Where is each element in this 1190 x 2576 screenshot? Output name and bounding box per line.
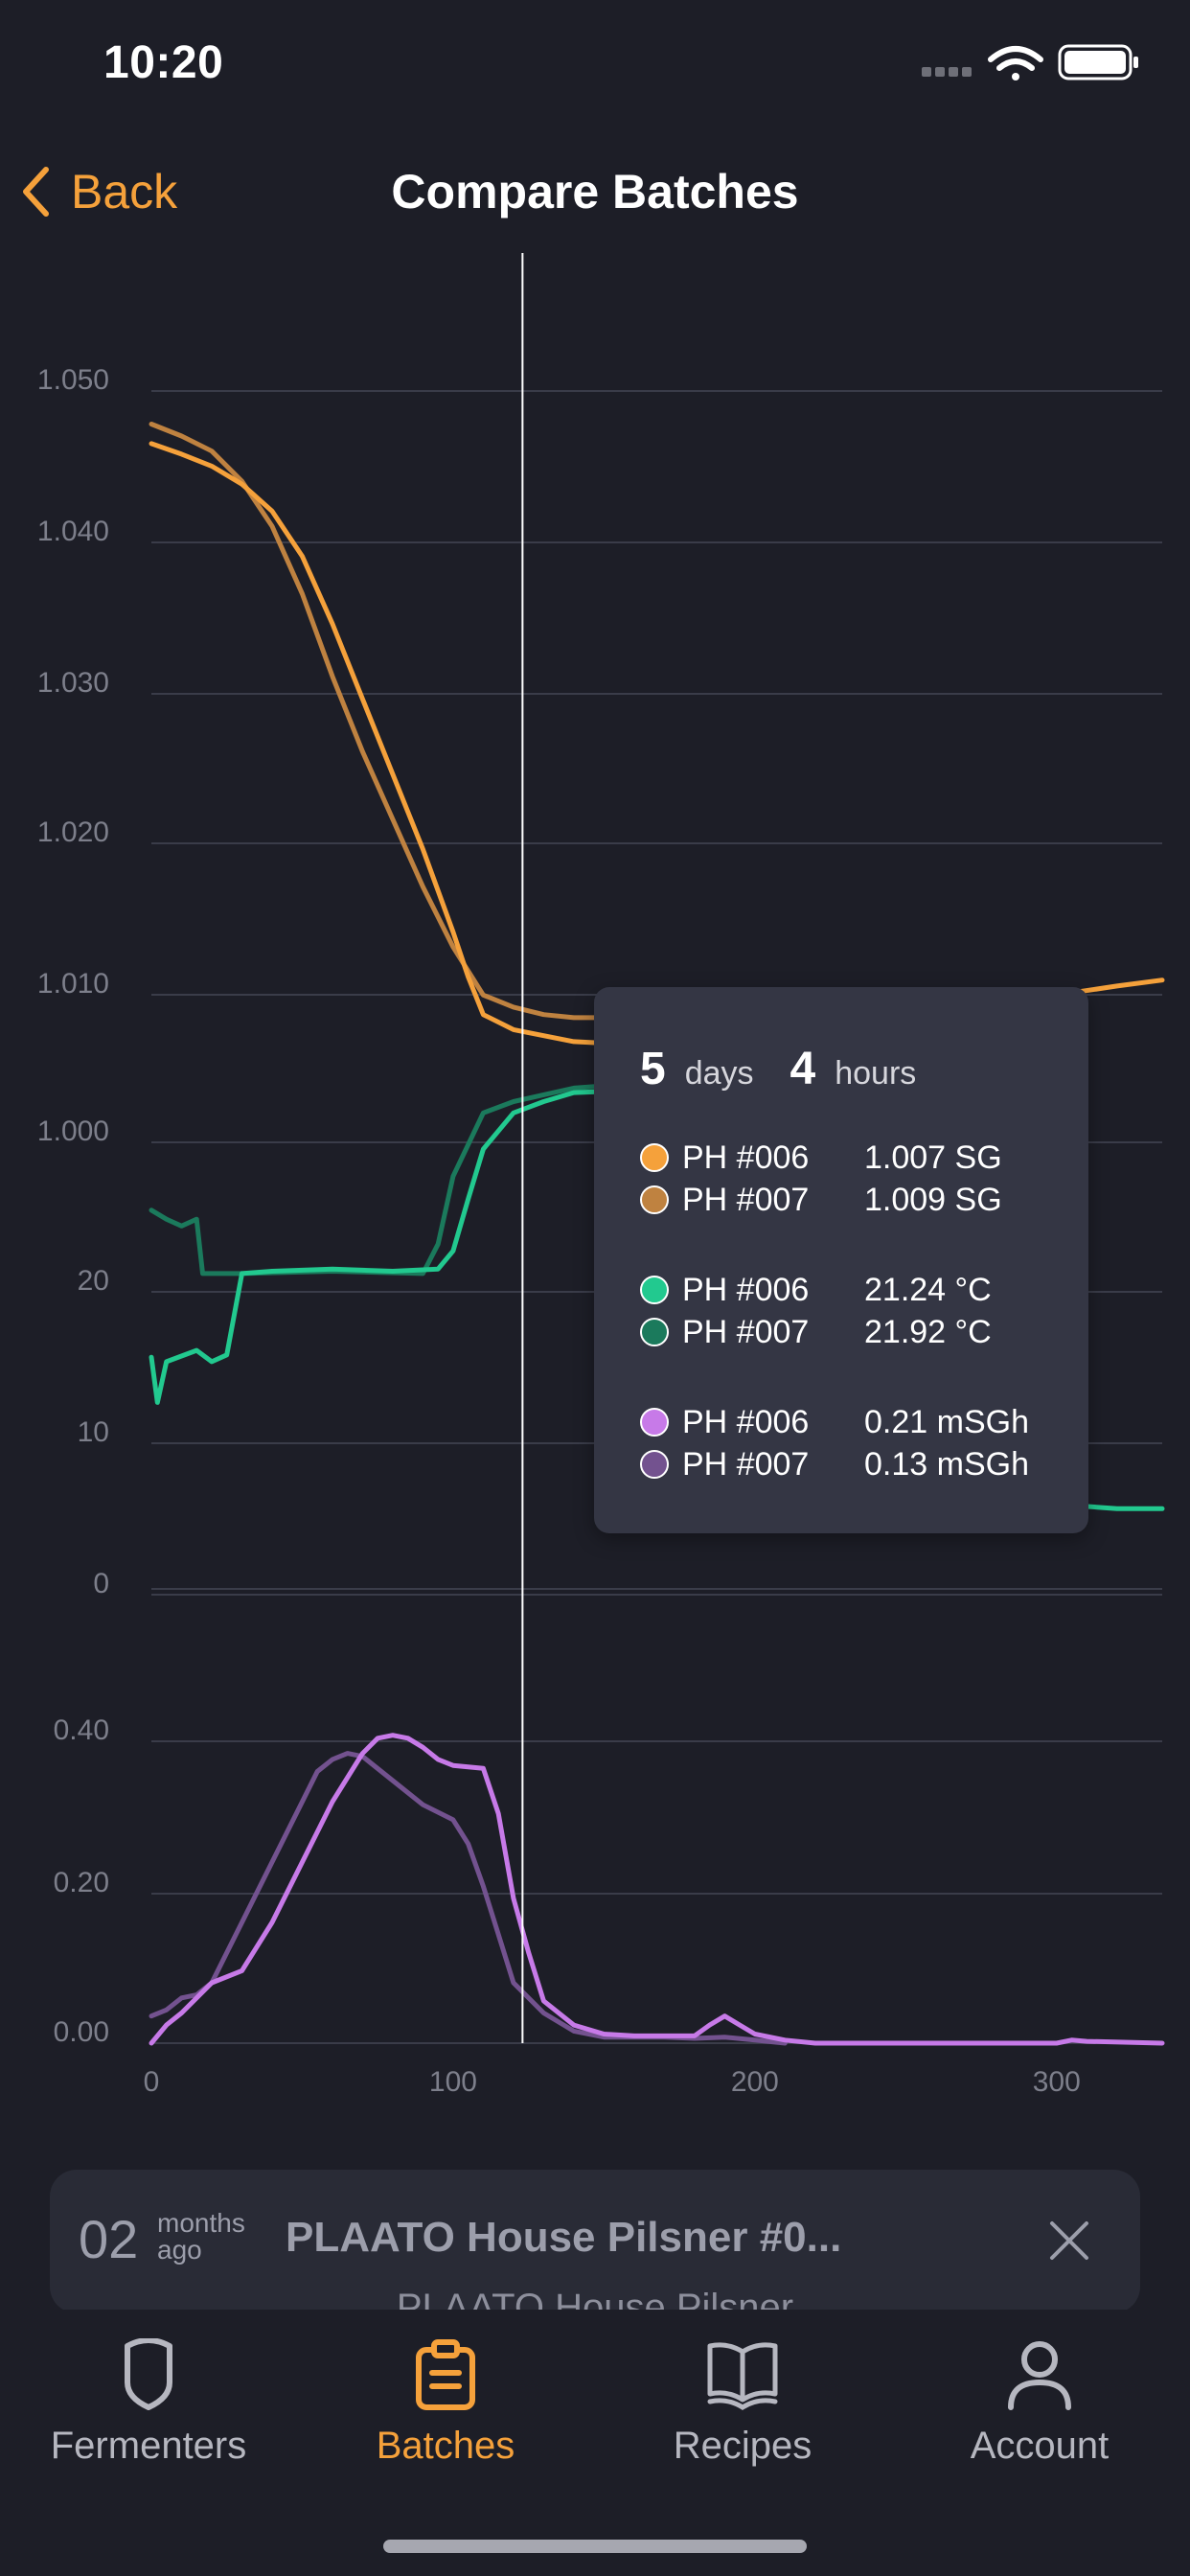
batch-age-unit: months ago bbox=[157, 2210, 245, 2264]
series-color-dot bbox=[640, 1276, 669, 1304]
back-label: Back bbox=[71, 165, 178, 218]
compare-chart[interactable]: 1.050 1.040 1.030 1.020 1.010 1.000 20 10 0 0.40 0… bbox=[0, 249, 1190, 2128]
shield-icon bbox=[125, 2338, 172, 2410]
tooltip-days-label: days bbox=[684, 1055, 754, 1092]
x-tick-label: 0 bbox=[144, 2066, 160, 2098]
batch-age-unit-ago: ago bbox=[157, 2235, 202, 2265]
tab-bar: Fermenters Batches Recipes Account bbox=[0, 2310, 1190, 2576]
tab-fermenters-label: Fermenters bbox=[50, 2425, 247, 2467]
wifi-icon bbox=[988, 46, 1043, 80]
tab-recipes-label: Recipes bbox=[673, 2425, 812, 2467]
status-bar: 10:20 bbox=[0, 0, 1190, 125]
home-indicator bbox=[383, 2540, 807, 2553]
y-tick-label: 0.00 bbox=[54, 2016, 109, 2048]
x-tick-label: 200 bbox=[731, 2066, 779, 2098]
y-tick-label: 0 bbox=[93, 1568, 109, 1599]
y-tick-label: 0.40 bbox=[54, 1714, 109, 1746]
tab-account-label: Account bbox=[970, 2425, 1110, 2467]
series-line bbox=[149, 1751, 788, 2046]
chevron-left-icon bbox=[23, 167, 49, 217]
tooltip-series-value: 1.007 SG bbox=[864, 1138, 1002, 1176]
tab-fermenters[interactable]: Fermenters bbox=[0, 2338, 297, 2492]
battery-icon bbox=[1058, 44, 1138, 80]
batch-subtitle: PLAATO House Pilsner bbox=[396, 2287, 794, 2313]
y-tick-label: 1.000 bbox=[37, 1116, 109, 1147]
tooltip-series-name: PH #006 bbox=[682, 1403, 810, 1440]
y-tick-label: 1.040 bbox=[37, 516, 109, 547]
y-tick-label: 0.20 bbox=[54, 1867, 109, 1898]
clipboard-icon bbox=[416, 2339, 475, 2410]
series-line bbox=[149, 422, 698, 1021]
tooltip-row: PH #007 1.009 SG bbox=[640, 1179, 1002, 1221]
tooltip-row: PH #006 0.21 mSGh bbox=[640, 1401, 1029, 1443]
tooltip-series-value: 21.24 °C bbox=[864, 1271, 992, 1308]
tooltip-series-value: 0.13 mSGh bbox=[864, 1445, 1029, 1483]
tooltip-series-name: PH #007 bbox=[682, 1313, 810, 1350]
status-icons bbox=[922, 44, 1138, 80]
tab-batches-label: Batches bbox=[376, 2425, 515, 2467]
series-color-dot bbox=[640, 1450, 669, 1479]
batch-title: PLAATO House Pilsner #0... bbox=[286, 2214, 842, 2261]
status-time: 10:20 bbox=[103, 37, 224, 88]
y-tick-label: 20 bbox=[78, 1265, 109, 1297]
tooltip-series-name: PH #007 bbox=[682, 1445, 810, 1483]
series-color-dot bbox=[640, 1143, 669, 1172]
tooltip-header: 5 days 4 hours bbox=[640, 1043, 952, 1095]
series-color-dot bbox=[640, 1185, 669, 1214]
y-tick-label: 1.050 bbox=[37, 364, 109, 396]
tooltip-series-value: 21.92 °C bbox=[864, 1313, 992, 1350]
person-icon bbox=[1008, 2341, 1071, 2410]
tooltip-row: PH #007 0.13 mSGh bbox=[640, 1443, 1029, 1485]
page-title: Compare Batches bbox=[391, 165, 799, 218]
tooltip-series-name: PH #006 bbox=[682, 1271, 810, 1308]
series-color-dot bbox=[640, 1408, 669, 1437]
y-tick-label: 1.020 bbox=[37, 816, 109, 848]
x-tick-label: 300 bbox=[1033, 2066, 1081, 2098]
y-tick-label: 1.010 bbox=[37, 968, 109, 1000]
back-button[interactable]: Back bbox=[21, 161, 177, 222]
tooltip-series-value: 0.21 mSGh bbox=[864, 1403, 1029, 1440]
tooltip-row: PH #006 1.007 SG bbox=[640, 1137, 1002, 1179]
data-tooltip: 5 days 4 hours PH #006 1.007 SG PH #007 … bbox=[594, 987, 1088, 1533]
tooltip-hours-label: hours bbox=[835, 1055, 917, 1092]
batch-age-number: 02 bbox=[79, 2209, 139, 2269]
navigation-bar: Back Compare Batches bbox=[0, 144, 1190, 240]
book-icon bbox=[707, 2342, 778, 2410]
tooltip-days-value: 5 bbox=[640, 1044, 666, 1094]
x-tick-label: 100 bbox=[429, 2066, 477, 2098]
tooltip-series-name: PH #006 bbox=[682, 1138, 810, 1176]
cellular-signal-icon bbox=[922, 67, 972, 77]
close-icon[interactable] bbox=[1046, 2218, 1092, 2264]
tooltip-hours-value: 4 bbox=[790, 1044, 816, 1094]
tooltip-series-name: PH #007 bbox=[682, 1181, 810, 1218]
y-tick-label: 1.030 bbox=[37, 667, 109, 699]
tooltip-row: PH #006 21.24 °C bbox=[640, 1269, 992, 1311]
tooltip-row: PH #007 21.92 °C bbox=[640, 1311, 992, 1353]
batch-card[interactable]: 02 months ago PLAATO House Pilsner #0...… bbox=[50, 2170, 1140, 2313]
tab-recipes[interactable]: Recipes bbox=[594, 2338, 891, 2492]
series-line bbox=[149, 1733, 1165, 2046]
series-color-dot bbox=[640, 1318, 669, 1346]
tooltip-series-value: 1.009 SG bbox=[864, 1181, 1002, 1218]
tab-batches[interactable]: Batches bbox=[297, 2338, 594, 2492]
tab-account[interactable]: Account bbox=[891, 2338, 1188, 2492]
series-line bbox=[149, 441, 1165, 1046]
y-tick-label: 10 bbox=[78, 1416, 109, 1448]
tick-labels: 1.0501.0401.0301.0201.0101.000201000.400… bbox=[37, 364, 1081, 2098]
batch-age-unit-months: months bbox=[157, 2208, 245, 2238]
